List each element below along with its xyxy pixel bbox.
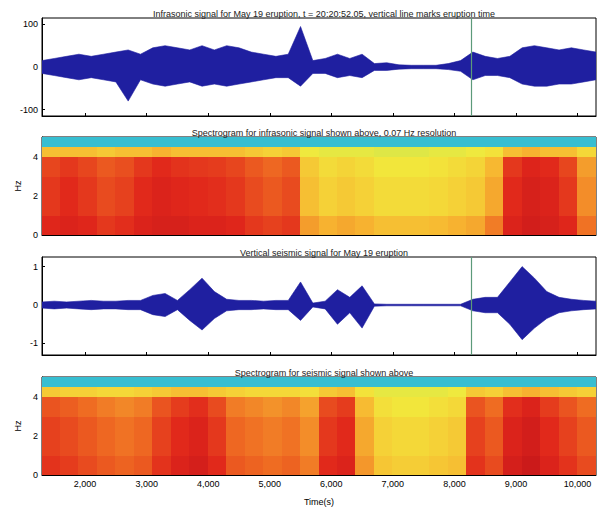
svg-text:0: 0: [33, 470, 38, 480]
svg-text:2: 2: [33, 431, 38, 441]
svg-text:7,000: 7,000: [382, 479, 405, 489]
svg-text:0: 0: [33, 300, 38, 310]
svg-text:-100: -100: [20, 105, 38, 115]
svg-text:10,000: 10,000: [564, 479, 592, 489]
svg-text:0: 0: [33, 230, 38, 240]
svg-text:Time(s): Time(s): [304, 497, 334, 507]
svg-text:6,000: 6,000: [320, 479, 343, 489]
svg-text:5,000: 5,000: [258, 479, 281, 489]
svg-text:Spectrogram for seismic signal: Spectrogram for seismic signal shown abo…: [235, 368, 414, 378]
svg-text:8,000: 8,000: [443, 479, 466, 489]
svg-text:Infrasonic signal for May 19 e: Infrasonic signal for May 19 eruption, t…: [153, 9, 495, 19]
svg-text:Vertical seismic signal for Ma: Vertical seismic signal for May 19 erupt…: [240, 248, 408, 258]
svg-text:2: 2: [33, 191, 38, 201]
svg-text:100: 100: [23, 19, 38, 29]
svg-text:-1: -1: [30, 338, 38, 348]
svg-text:9,000: 9,000: [505, 479, 528, 489]
svg-text:3,000: 3,000: [135, 479, 158, 489]
svg-text:2,000: 2,000: [74, 479, 97, 489]
svg-text:Hz: Hz: [13, 180, 23, 191]
svg-text:4,000: 4,000: [197, 479, 220, 489]
svg-text:0: 0: [33, 62, 38, 72]
svg-text:4: 4: [33, 152, 38, 162]
svg-text:Spectrogram for infrasonic sig: Spectrogram for infrasonic signal shown …: [192, 128, 457, 138]
svg-text:1: 1: [33, 262, 38, 272]
svg-text:4: 4: [33, 392, 38, 402]
svg-text:Hz: Hz: [13, 420, 23, 431]
